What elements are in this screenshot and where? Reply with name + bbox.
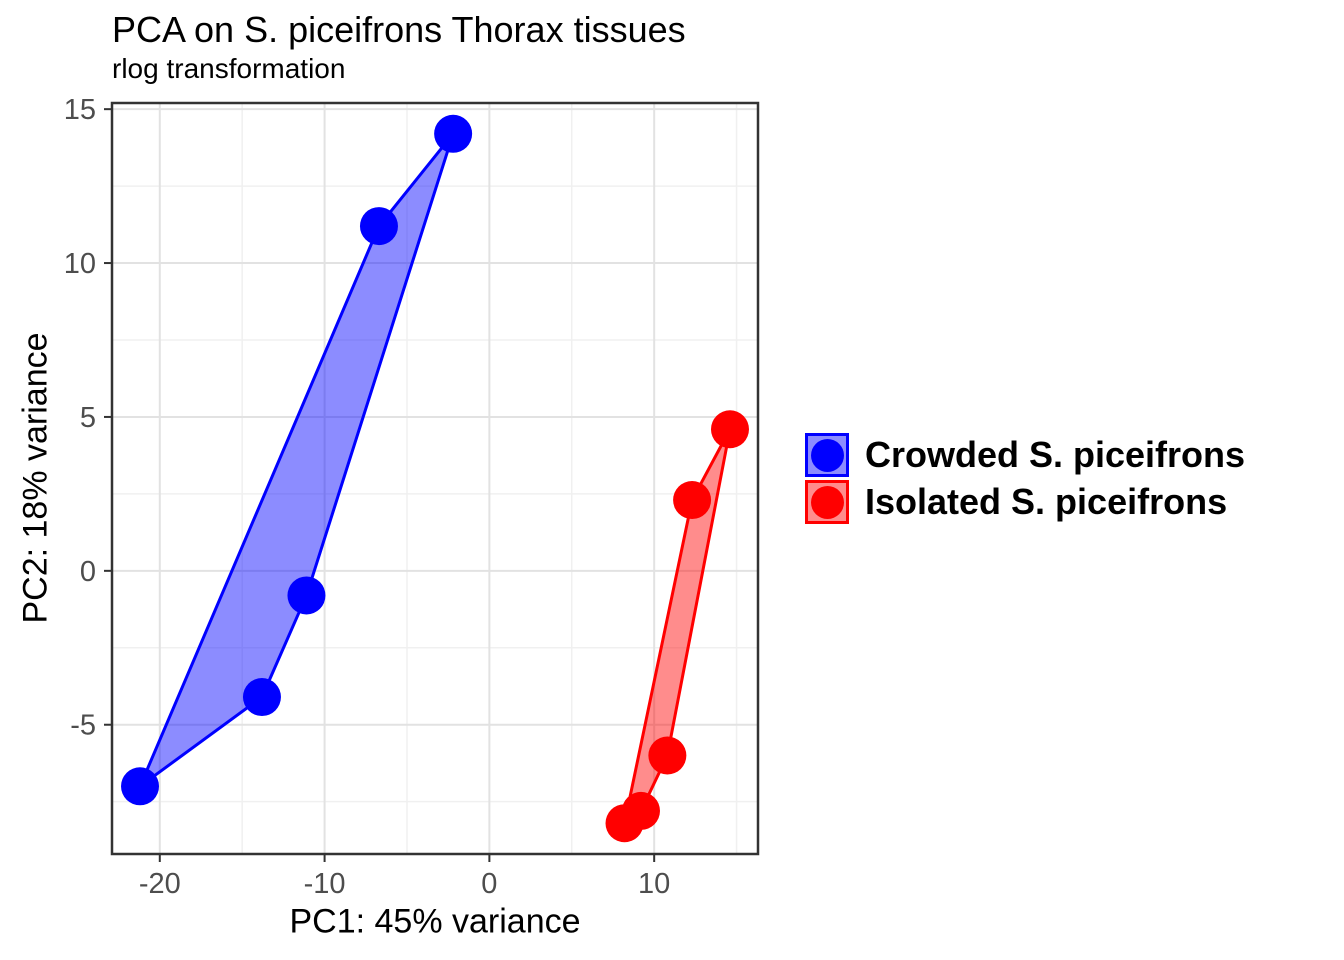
point-crowded-1: [434, 114, 473, 153]
y-tick-label: 15: [64, 94, 96, 126]
y-axis-title: PC2: 18% variance: [16, 332, 55, 624]
legend-label-crowded: Crowded S. piceifrons: [865, 434, 1246, 475]
legend: Crowded S. piceifrons Isolated S. piceif…: [805, 433, 1245, 527]
x-tick-label: 10: [638, 868, 670, 900]
y-tick-label: 0: [80, 556, 96, 588]
x-tick-label: 0: [481, 868, 497, 900]
point-isolated-1: [710, 410, 749, 449]
point-crowded-2: [359, 207, 398, 246]
point-crowded-4: [242, 678, 281, 717]
legend-entry-crowded: Crowded S. piceifrons: [805, 433, 1245, 477]
x-axis-title: PC1: 45% variance: [289, 902, 581, 941]
point-crowded-5: [121, 767, 160, 806]
x-tick-label: -20: [139, 868, 181, 900]
y-tick-label: -5: [70, 710, 96, 742]
legend-label-isolated: Isolated S. piceifrons: [865, 481, 1228, 522]
chart-title: PCA on S. piceifrons Thorax tissues: [112, 9, 686, 50]
point-isolated-3: [648, 736, 687, 775]
legend-key-crowded-swatch: [805, 433, 849, 477]
chart-subtitle: rlog transformation: [112, 53, 346, 84]
point-isolated-2: [673, 481, 712, 520]
legend-key-isolated-swatch: [805, 480, 849, 524]
point-crowded-3: [287, 576, 326, 615]
panel-border: [110, 101, 760, 856]
legend-entry-isolated: Isolated S. piceifrons: [805, 480, 1245, 524]
y-tick-label: 10: [64, 248, 96, 280]
hull-crowded: [138, 132, 455, 788]
crowded-point-icon: [810, 438, 844, 472]
isolated-point-icon: [810, 485, 844, 519]
x-tick-label: -10: [304, 868, 346, 900]
point-isolated-5: [605, 804, 644, 843]
y-tick-label: 5: [80, 402, 96, 434]
